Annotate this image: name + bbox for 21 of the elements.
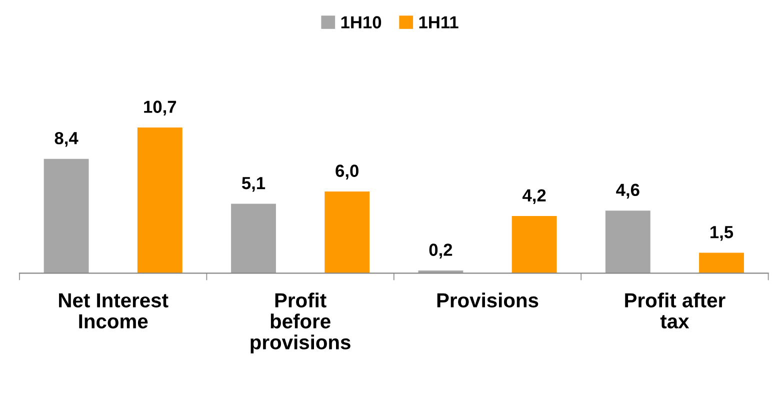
bar <box>699 252 744 274</box>
bar <box>137 128 182 274</box>
x-tick-label: Provisions <box>437 292 538 308</box>
data-label: 4,2 <box>522 189 546 204</box>
data-label: 0,2 <box>429 244 452 258</box>
bar <box>44 158 89 274</box>
legend-label: 1H11 <box>419 16 458 28</box>
data-label: 4,6 <box>616 184 640 199</box>
bar <box>512 216 557 274</box>
data-label: 1,5 <box>710 226 734 241</box>
x-tick-label: Net Interest Income <box>59 293 168 328</box>
data-label: 6,0 <box>336 164 358 180</box>
x-tick-label: Profit after tax <box>625 292 726 328</box>
data-label: 10,7 <box>144 100 176 116</box>
bar <box>231 204 276 274</box>
data-label: 8,4 <box>54 132 78 147</box>
data-label: 5,1 <box>242 177 266 192</box>
legend-label: 1H10 <box>341 16 382 28</box>
bar <box>605 210 650 274</box>
bar <box>324 192 370 274</box>
x-tick-label: Profit before provisions <box>250 292 350 354</box>
